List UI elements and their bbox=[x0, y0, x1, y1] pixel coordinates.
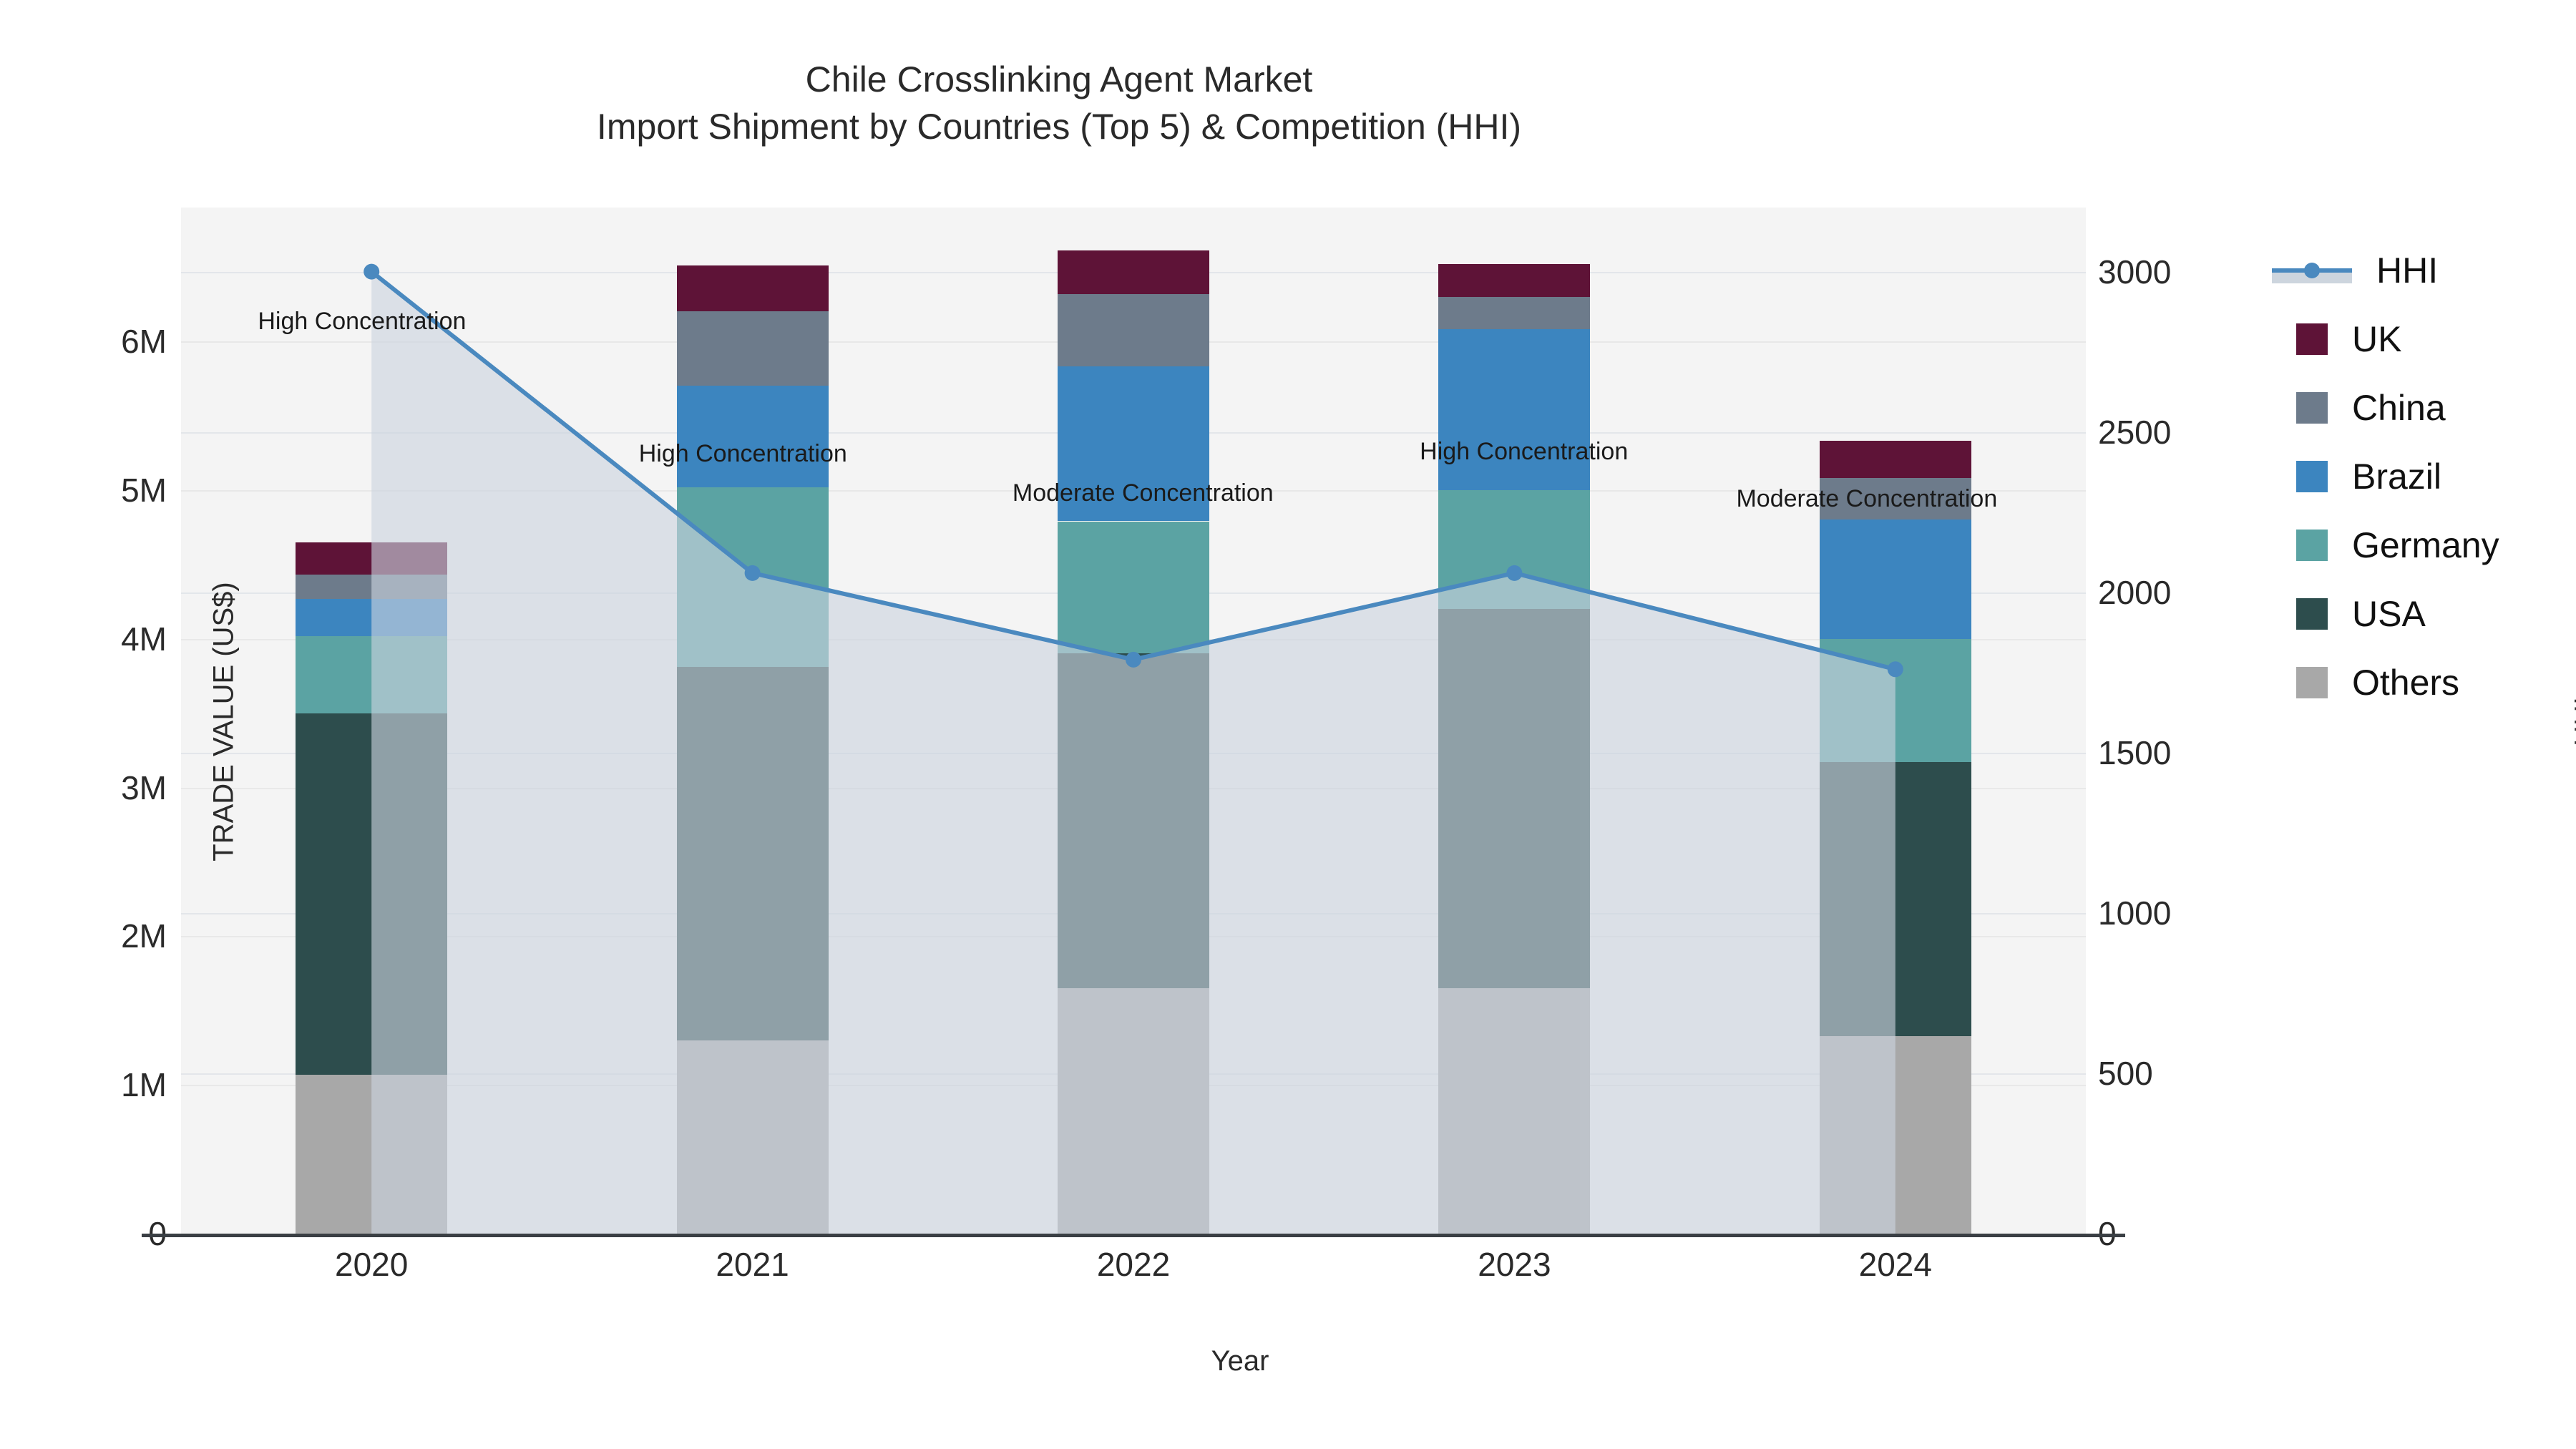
x-tick-2024: 2024 bbox=[1858, 1246, 1932, 1283]
hhi-point-2021[interactable] bbox=[744, 565, 761, 581]
y-tick-left-3M: 3M bbox=[121, 769, 167, 806]
bar-segment-brazil-2024[interactable] bbox=[1819, 519, 1971, 639]
chart-title-line-1: Chile Crosslinking Agent Market bbox=[805, 59, 1313, 99]
y-tick-right-2000: 2000 bbox=[2098, 573, 2172, 611]
legend-item-usa[interactable]: USA bbox=[2272, 580, 2572, 648]
legend-swatch-usa bbox=[2296, 598, 2328, 630]
bar-segment-uk-2021[interactable] bbox=[676, 265, 829, 312]
y-tick-right-3000: 3000 bbox=[2098, 253, 2172, 291]
bar-segment-brazil-2022[interactable] bbox=[1058, 366, 1209, 522]
hhi-area-line-overlay bbox=[364, 263, 1903, 1234]
legend-label-china: China bbox=[2352, 388, 2446, 428]
legend-label-hhi: HHI bbox=[2376, 250, 2439, 291]
y-tick-right-500: 500 bbox=[2098, 1054, 2153, 1092]
bar-segment-china-2022[interactable] bbox=[1058, 293, 1209, 367]
legend-line-marker-icon bbox=[2272, 255, 2352, 286]
annotation-2023: High Concentration bbox=[1420, 438, 1629, 465]
annotation-2024: Moderate Concentration bbox=[1736, 485, 1998, 512]
legend-label-others: Others bbox=[2352, 663, 2460, 703]
legend-item-germany[interactable]: Germany bbox=[2272, 511, 2572, 580]
legend-swatch-others bbox=[2296, 667, 2328, 698]
hhi-area-fill bbox=[371, 271, 1896, 1234]
x-tick-2020: 2020 bbox=[335, 1246, 409, 1283]
legend-swatch-uk bbox=[2296, 323, 2328, 355]
y-tick-left-4M: 4M bbox=[121, 620, 167, 658]
legend-item-uk[interactable]: UK bbox=[2272, 305, 2572, 374]
hhi-point-2023[interactable] bbox=[1506, 565, 1523, 581]
hhi-point-2024[interactable] bbox=[1887, 661, 1903, 678]
x-tick-2023: 2023 bbox=[1478, 1246, 1551, 1283]
y-tick-left-5M: 5M bbox=[121, 471, 167, 509]
bar-segment-germany-2022[interactable] bbox=[1058, 521, 1209, 654]
x-tick-2021: 2021 bbox=[716, 1246, 789, 1283]
legend-swatch-germany bbox=[2296, 530, 2328, 561]
bar-segment-uk-2024[interactable] bbox=[1819, 441, 1971, 479]
bar-segment-brazil-2021[interactable] bbox=[676, 386, 829, 487]
legend-swatch-brazil bbox=[2296, 461, 2328, 492]
legend-label-germany: Germany bbox=[2352, 525, 2499, 565]
legend-item-china[interactable]: China bbox=[2272, 374, 2572, 442]
y-tick-left-1M: 1M bbox=[121, 1066, 167, 1104]
bar-segment-brazil-2023[interactable] bbox=[1438, 329, 1591, 490]
y-tick-right-1500: 1500 bbox=[2098, 733, 2172, 771]
bar-segment-china-2024[interactable] bbox=[1819, 478, 1971, 520]
x-axis-title: Year bbox=[1211, 1345, 1269, 1377]
legend-swatch-china bbox=[2296, 392, 2328, 424]
legend-item-hhi[interactable]: HHI bbox=[2272, 236, 2572, 305]
legend: HHI UK China Brazil Germany USA Others bbox=[2272, 236, 2572, 717]
hhi-point-2022[interactable] bbox=[1126, 651, 1141, 668]
legend-label-uk: UK bbox=[2352, 319, 2402, 359]
legend-label-brazil: Brazil bbox=[2352, 457, 2442, 497]
x-axis-line bbox=[142, 1234, 2125, 1237]
bar-segment-uk-2022[interactable] bbox=[1058, 250, 1209, 294]
annotation-2022: Moderate Concentration bbox=[1012, 479, 1274, 507]
plot-area: High Concentration High Concentration Mode… bbox=[181, 208, 2086, 1234]
x-tick-2022: 2022 bbox=[1096, 1246, 1171, 1283]
bar-segment-china-2021[interactable] bbox=[676, 311, 829, 386]
legend-item-brazil[interactable]: Brazil bbox=[2272, 442, 2572, 511]
hhi-point-2020[interactable] bbox=[364, 263, 380, 280]
annotation-2021: High Concentration bbox=[638, 440, 847, 467]
annotation-2020: High Concentration bbox=[258, 308, 467, 335]
bar-segment-china-2023[interactable] bbox=[1438, 296, 1591, 330]
y-tick-right-2500: 2500 bbox=[2098, 413, 2172, 451]
chart-title: Chile Crosslinking Agent Market Import S… bbox=[0, 56, 2118, 150]
bar-segment-uk-2023[interactable] bbox=[1438, 263, 1591, 297]
y-tick-left-2M: 2M bbox=[121, 917, 167, 955]
y-tick-right-1000: 1000 bbox=[2098, 894, 2172, 932]
legend-label-usa: USA bbox=[2352, 594, 2426, 634]
chart-title-line-2: Import Shipment by Countries (Top 5) & C… bbox=[596, 107, 1522, 147]
legend-item-others[interactable]: Others bbox=[2272, 648, 2572, 717]
y-tick-left-6M: 6M bbox=[121, 323, 167, 361]
